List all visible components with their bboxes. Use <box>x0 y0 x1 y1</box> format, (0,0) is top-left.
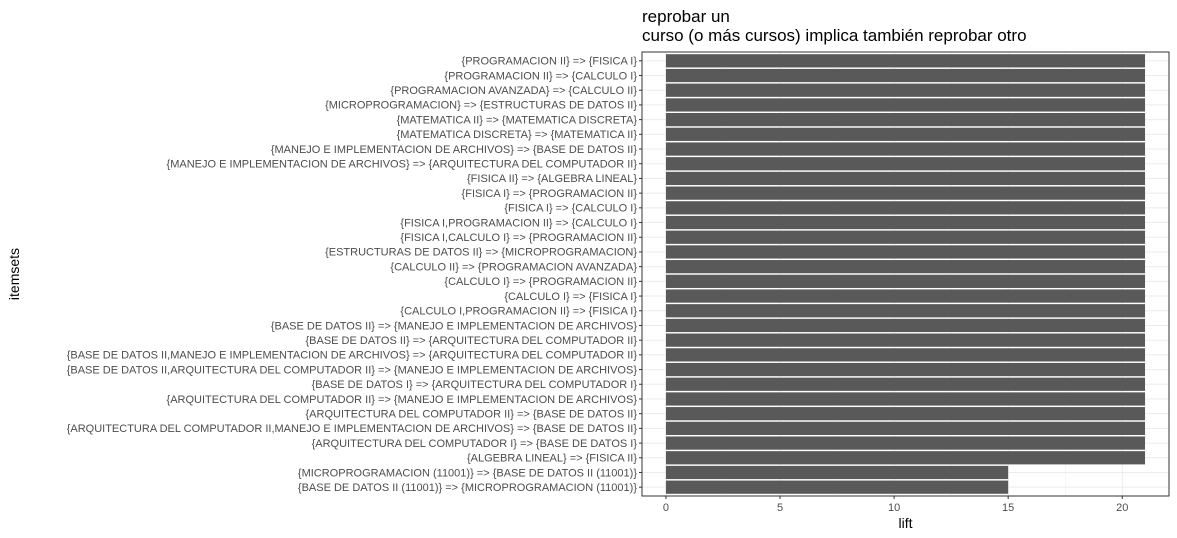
x-tick-label: 0 <box>663 502 669 514</box>
bar <box>665 98 1146 112</box>
y-tick-label: {BASE DE DATOS II,ARQUITECTURA DEL COMPU… <box>67 364 638 376</box>
bar <box>665 348 1146 362</box>
x-tick-label: 15 <box>1002 502 1014 514</box>
x-axis-title: lift <box>899 515 913 531</box>
bars <box>665 54 1146 494</box>
y-tick-label: {FISICA I} => {PROGRAMACION II} <box>462 188 638 200</box>
y-tick-label: {CALCULO I,PROGRAMACION II} => {FISICA I… <box>400 306 637 318</box>
bar <box>665 142 1146 156</box>
y-tick-label: {MANEJO E IMPLEMENTACION DE ARCHIVOS} =>… <box>167 159 638 171</box>
bar <box>665 54 1146 68</box>
y-tick-label: {CALCULO I} => {FISICA I} <box>504 291 637 303</box>
bar <box>665 377 1146 391</box>
plot-panel-border <box>641 51 1170 497</box>
bar <box>665 318 1146 333</box>
y-tick-label: {FISICA I} => {CALCULO I} <box>504 203 637 215</box>
y-tick-label: {FISICA II} => {ALGEBRA LINEAL} <box>467 173 637 185</box>
x-tick-label: 5 <box>777 502 783 514</box>
y-tick-label: {ARQUITECTURA DEL COMPUTADOR II} => {MAN… <box>167 394 638 406</box>
bar <box>665 171 1146 186</box>
bar <box>665 436 1146 450</box>
bar <box>665 230 1146 244</box>
y-tick-label: {PROGRAMACION AVANZADA} => {CALCULO II} <box>390 85 637 97</box>
y-tick-label: {MICROPROGRAMACION (11001)} => {BASE DE … <box>298 467 637 479</box>
y-tick-label: {FISICA I,CALCULO I} => {PROGRAMACION II… <box>400 232 637 244</box>
x-tick-label: 10 <box>888 502 900 514</box>
bar <box>665 83 1146 97</box>
bar <box>665 289 1146 303</box>
bar <box>665 407 1146 421</box>
bar <box>665 421 1146 435</box>
bar <box>665 201 1146 215</box>
bar <box>665 113 1146 127</box>
bar <box>665 304 1146 318</box>
y-tick-label: {BASE DE DATOS I} => {ARQUITECTURA DEL C… <box>312 379 638 391</box>
x-axis-ticks: 0 5 10 15 20 <box>663 496 1128 514</box>
bar <box>665 245 1146 259</box>
y-tick-label: {MANEJO E IMPLEMENTACION DE ARCHIVOS} =>… <box>271 144 637 156</box>
y-tick-label: {BASE DE DATOS II} => {MANEJO E IMPLEMEN… <box>271 320 637 332</box>
chart-title-line-1: reprobar un <box>642 7 730 26</box>
bar <box>665 157 1146 171</box>
bar <box>665 392 1146 406</box>
y-tick-label: {PROGRAMACION II} => {CALCULO I} <box>444 70 637 82</box>
x-tick-label: 20 <box>1116 502 1128 514</box>
y-tick-label: {MATEMATICA II} => {MATEMATICA DISCRETA} <box>397 114 638 126</box>
bar <box>665 186 1146 200</box>
y-tick-label: {MATEMATICA DISCRETA} => {MATEMATICA II} <box>397 129 638 141</box>
bar <box>665 465 1009 480</box>
y-tick-label: {CALCULO I} => {PROGRAMACION II} <box>444 276 637 288</box>
chart-title-line-2: curso (o más cursos) implica también rep… <box>642 26 1027 45</box>
bar <box>665 480 1009 494</box>
y-tick-label: {CALCULO II} => {PROGRAMACION AVANZADA} <box>390 261 637 273</box>
y-tick-label: {PROGRAMACION II} => {FISICA I} <box>462 56 638 68</box>
y-tick-label: {ARQUITECTURA DEL COMPUTADOR II,MANEJO E… <box>67 423 638 435</box>
y-axis-ticks: {PROGRAMACION II} => {FISICA I} {PROGRAMA… <box>67 56 642 494</box>
y-tick-label: {ARQUITECTURA DEL COMPUTADOR I} => {BASE… <box>312 438 638 450</box>
y-tick-label: {ESTRUCTURAS DE DATOS II} => {MICROPROGR… <box>325 247 637 259</box>
bar <box>665 274 1146 288</box>
y-tick-label: {BASE DE DATOS II} => {ARQUITECTURA DEL … <box>305 335 637 347</box>
bar <box>665 451 1146 465</box>
bar <box>665 362 1146 377</box>
bar <box>665 333 1146 347</box>
y-tick-label: {BASE DE DATOS II (11001)} => {MICROPROG… <box>298 482 637 494</box>
y-tick-label: {ARQUITECTURA DEL COMPUTADOR II} => {BAS… <box>305 408 637 420</box>
bar <box>665 260 1146 274</box>
y-tick-label: {BASE DE DATOS II,MANEJO E IMPLEMENTACIO… <box>67 350 638 362</box>
bar <box>665 68 1146 83</box>
bar <box>665 215 1146 230</box>
y-axis-title: itemsets <box>6 248 22 300</box>
y-tick-label: {FISICA I,PROGRAMACION II} => {CALCULO I… <box>400 217 637 229</box>
y-tick-label: {MICROPROGRAMACION} => {ESTRUCTURAS DE D… <box>325 100 637 112</box>
y-tick-label: {ALGEBRA LINEAL} => {FISICA II} <box>467 453 637 465</box>
bar <box>665 127 1146 141</box>
